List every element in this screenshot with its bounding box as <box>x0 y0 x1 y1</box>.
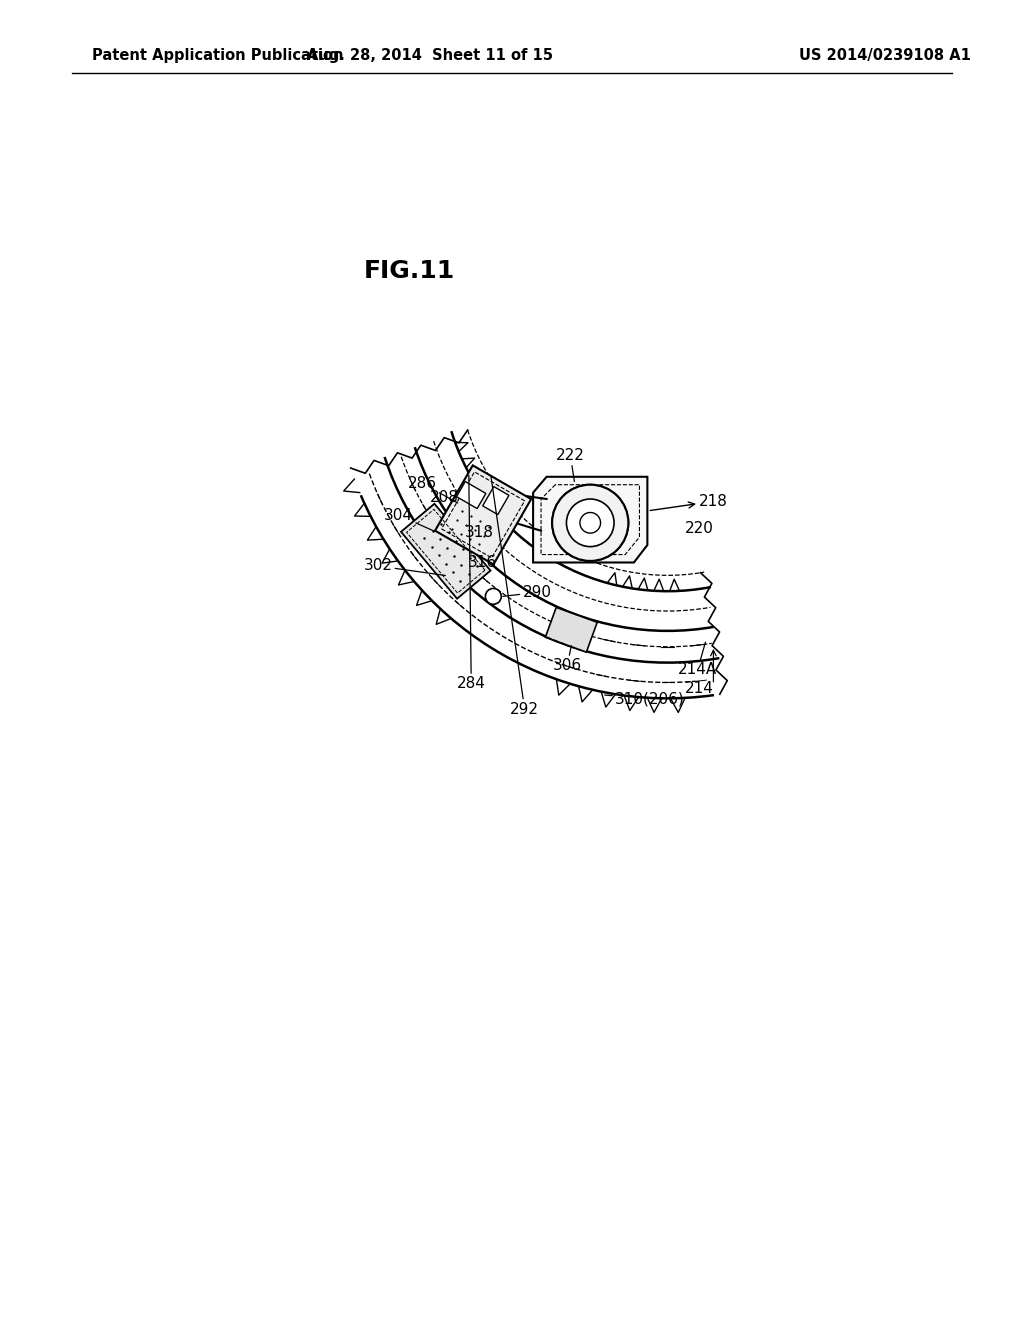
Text: FIG.11: FIG.11 <box>364 259 456 282</box>
Text: 286: 286 <box>408 475 458 503</box>
Circle shape <box>580 512 600 533</box>
Text: Aug. 28, 2014  Sheet 11 of 15: Aug. 28, 2014 Sheet 11 of 15 <box>307 48 553 63</box>
Bar <box>435 466 531 565</box>
Text: 306: 306 <box>553 645 582 673</box>
Bar <box>407 510 485 593</box>
Text: 302: 302 <box>364 558 445 576</box>
Text: 214A: 214A <box>678 642 717 677</box>
Polygon shape <box>534 477 647 562</box>
Text: 292: 292 <box>492 477 539 717</box>
Bar <box>546 607 597 652</box>
Circle shape <box>552 484 629 561</box>
Text: 318: 318 <box>465 525 494 540</box>
Text: 310(206): 310(206) <box>605 692 685 706</box>
Text: 214: 214 <box>685 681 714 696</box>
Bar <box>401 504 490 599</box>
Text: 222: 222 <box>556 447 585 482</box>
Circle shape <box>485 589 502 605</box>
Text: 284: 284 <box>457 475 485 692</box>
Circle shape <box>580 512 600 533</box>
Text: 304: 304 <box>384 508 434 531</box>
Text: 290: 290 <box>503 585 552 599</box>
Text: 220: 220 <box>684 521 714 536</box>
Circle shape <box>566 499 614 546</box>
Bar <box>441 471 524 558</box>
Text: US 2014/0239108 A1: US 2014/0239108 A1 <box>799 48 971 63</box>
Text: Patent Application Publication: Patent Application Publication <box>92 48 344 63</box>
Text: 316: 316 <box>467 556 497 570</box>
Bar <box>457 482 485 508</box>
Circle shape <box>552 484 629 561</box>
Text: 218: 218 <box>650 494 728 511</box>
Circle shape <box>566 499 614 546</box>
Text: 208: 208 <box>429 491 459 506</box>
Bar <box>482 487 509 515</box>
